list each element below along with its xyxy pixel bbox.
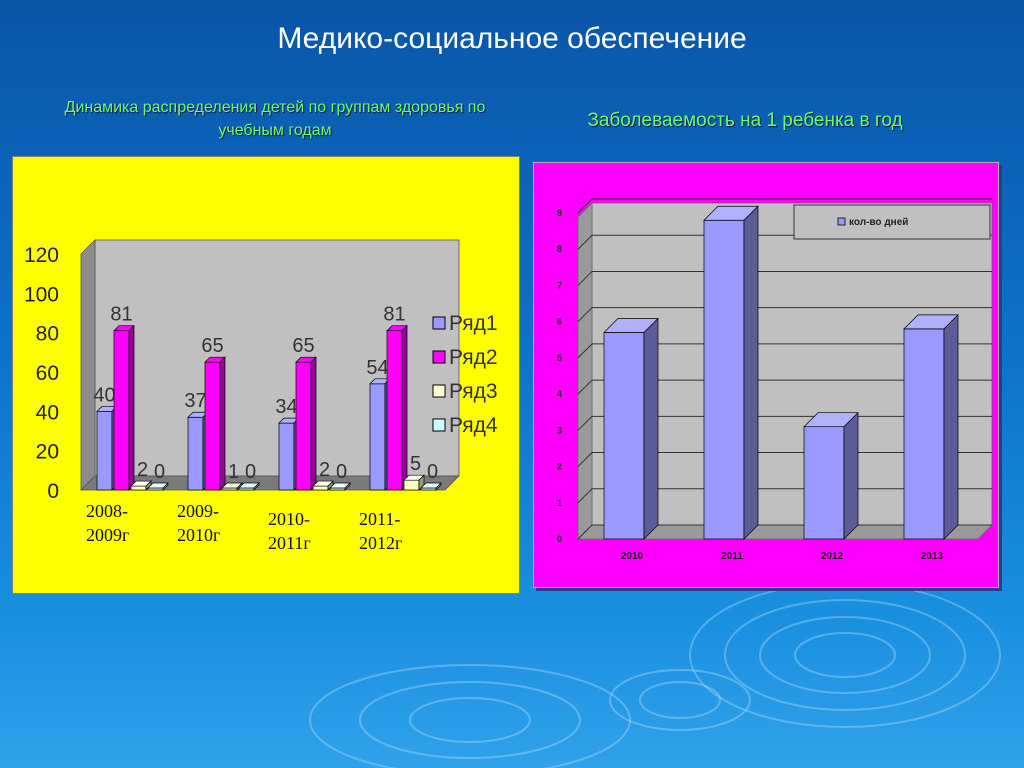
y-tick-label: 80	[36, 323, 59, 346]
right-chart-panel: 0 1 2 3 4 5 6 7 8 9 2010 2011 2012 2013 кол-во дней	[533, 162, 999, 588]
data-label: 0	[154, 461, 165, 483]
y-tick-label: 1	[557, 498, 562, 508]
gridline	[577, 488, 992, 504]
bar	[803, 411, 859, 540]
y-tick-label: 6	[557, 317, 562, 327]
side-wall	[80, 239, 96, 491]
x-tick-label: 2010	[621, 551, 644, 562]
data-label: 1	[228, 461, 239, 483]
legend-swatch	[432, 418, 446, 432]
bar	[703, 205, 759, 540]
y-tick-label: 0	[47, 480, 59, 503]
gridline	[577, 307, 992, 323]
left-chart-panel: 0 20 40 60 80 100 120 40 81 2 0 2008-2009г 37 65 1 0 200…	[12, 156, 520, 594]
y-tick-label: 20	[36, 441, 59, 464]
right-chart-subtitle: Заболеваемость на 1 ребенка в год	[587, 110, 903, 131]
y-tick-label: 9	[557, 208, 562, 218]
x-tick-label: 2011-2012г	[359, 509, 402, 553]
gridline	[577, 198, 992, 214]
legend-swatch	[432, 384, 446, 398]
legend-box	[793, 204, 991, 240]
morbidity-chart: 0 1 2 3 4 5 6 7 8 9 2010 2011 2012 2013 кол-во дней	[557, 198, 993, 562]
legend-swatch	[432, 350, 446, 364]
gridline	[577, 343, 992, 359]
data-label: 0	[427, 461, 438, 483]
y-tick-label: 100	[24, 283, 59, 306]
side-wall	[577, 202, 593, 540]
y-tick-label: 2	[557, 462, 562, 472]
bar-3	[403, 474, 425, 491]
data-label: 81	[383, 304, 405, 326]
x-tick-label: 2012	[821, 551, 844, 562]
x-tick-label: 2010-2011г	[268, 509, 311, 553]
x-tick-label: 2011	[721, 551, 743, 562]
bar-2	[204, 356, 226, 491]
data-label: 40	[93, 384, 115, 406]
data-label: 37	[184, 390, 206, 412]
data-label: 0	[336, 461, 347, 483]
bar	[903, 314, 959, 540]
left-chart-subtitle: Динамика распределения детей по группам …	[64, 99, 486, 139]
bar-3	[130, 480, 152, 491]
bar-3	[312, 480, 334, 491]
data-label: 54	[366, 357, 388, 379]
data-label: 2	[137, 459, 148, 481]
gridline	[577, 379, 992, 395]
y-tick-label: 120	[24, 244, 59, 267]
legend-label: Ряд1	[449, 312, 498, 335]
legend-label: Ряд4	[449, 414, 498, 437]
y-tick-label: 60	[36, 362, 59, 385]
legend-label: Ряд3	[449, 380, 498, 403]
y-tick-label: 7	[557, 280, 562, 290]
data-label: 65	[292, 335, 314, 357]
legend-label: кол-во дней	[849, 217, 908, 228]
x-tick-label: 2008-2009г	[86, 501, 129, 545]
y-tick-label: 5	[557, 353, 562, 363]
bar-2	[386, 324, 408, 491]
data-label: 65	[201, 335, 223, 357]
bar-4	[420, 482, 442, 491]
gridline	[577, 524, 992, 540]
bar-2	[113, 324, 135, 491]
legend-label: Ряд2	[449, 346, 498, 369]
y-tick-label: 40	[36, 401, 59, 424]
y-tick-label: 8	[557, 244, 562, 254]
bar-4	[147, 482, 169, 491]
gridline	[577, 415, 992, 431]
legend-swatch	[432, 316, 446, 330]
data-label: 5	[410, 453, 421, 475]
x-tick-label: 2009-2010г	[177, 501, 220, 545]
bar-4	[238, 482, 260, 491]
data-label: 81	[110, 304, 132, 326]
gridline	[577, 452, 992, 467]
data-label: 0	[245, 461, 256, 483]
bar-4	[329, 482, 351, 491]
x-tick-label: 2013	[921, 551, 944, 562]
y-tick-label: 3	[557, 425, 562, 435]
legend-swatch	[837, 217, 846, 226]
data-label: 34	[275, 396, 297, 418]
gridline	[577, 270, 992, 286]
bar-3	[221, 482, 243, 491]
bar-2	[295, 356, 317, 491]
y-tick-label: 0	[557, 534, 562, 544]
page-title: Медико-социальное обеспечение	[277, 22, 747, 55]
bar	[603, 317, 659, 540]
y-tick-label: 4	[557, 389, 562, 399]
data-label: 2	[319, 459, 330, 481]
